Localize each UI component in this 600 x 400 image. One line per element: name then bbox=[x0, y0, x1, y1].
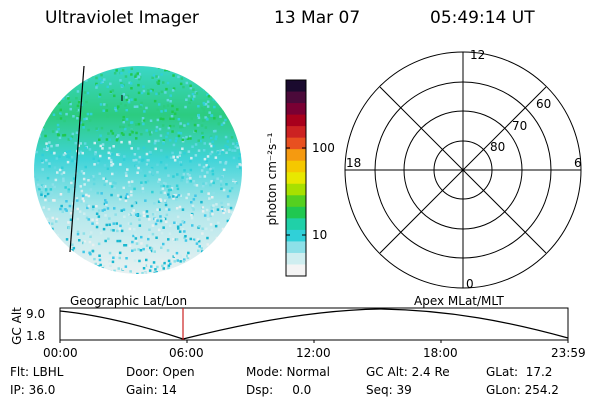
observation-date: 13 Mar 07 bbox=[274, 8, 361, 28]
colorbar-stripe bbox=[286, 241, 306, 254]
dsp-info: Dsp: 0.0 bbox=[246, 383, 312, 397]
colorbar-stripe bbox=[286, 264, 306, 277]
time-tick-2359: 23:59 bbox=[551, 346, 586, 360]
colorbar-stripe bbox=[286, 91, 306, 104]
colorbar-stripe bbox=[286, 103, 306, 116]
colorbar-tick-10: 10 bbox=[312, 228, 328, 242]
instrument-title: Ultraviolet Imager bbox=[45, 8, 199, 28]
mlat-label-60: 60 bbox=[536, 97, 552, 111]
mlat-label-80: 80 bbox=[490, 140, 506, 154]
time-tick-1800: 18:00 bbox=[423, 346, 458, 360]
colorbar-stripe bbox=[286, 114, 306, 127]
colorbar-stripe bbox=[286, 206, 306, 219]
colorbar-stripe bbox=[286, 195, 306, 208]
time-tick-1200: 12:00 bbox=[296, 346, 331, 360]
gc-alt-max-label: 9.0 bbox=[26, 307, 46, 321]
seq-info: Seq: 39 bbox=[366, 383, 412, 397]
geographic-caption: Geographic Lat/Lon bbox=[70, 294, 188, 308]
filter-info: Flt: LBHL bbox=[10, 365, 64, 379]
colorbar-stripe bbox=[286, 160, 306, 173]
mlt-label-12: 12 bbox=[470, 48, 486, 62]
glat-info: GLat: 17.2 bbox=[486, 365, 553, 379]
mlt-label-18: 18 bbox=[346, 156, 362, 170]
gc-alt-info: GC Alt: 2.4 Re bbox=[366, 365, 450, 379]
time-tick-0000: 00:00 bbox=[43, 346, 78, 360]
observation-time: 05:49:14 UT bbox=[430, 8, 535, 28]
colorbar-stripe bbox=[286, 183, 306, 196]
colorbar-stripe bbox=[286, 229, 306, 242]
mlt-label-0: 0 bbox=[466, 277, 474, 291]
altitude-curve bbox=[59, 308, 569, 340]
colorbar-stripe bbox=[286, 149, 306, 162]
glon-info: GLon: 254.2 bbox=[486, 383, 559, 397]
colorbar-stripe bbox=[286, 126, 306, 139]
colorbar-stripe bbox=[286, 80, 306, 93]
mlt-label-6: 6 bbox=[574, 156, 582, 170]
colorbar-stripe bbox=[286, 137, 306, 150]
door-info: Door: Open bbox=[126, 365, 195, 379]
time-tick-0600: 06:00 bbox=[169, 346, 204, 360]
gc-alt-min-label: 1.8 bbox=[26, 329, 46, 343]
colorbar-stripe bbox=[286, 252, 306, 265]
mode-info: Mode: Normal bbox=[246, 365, 330, 379]
colorbar-stripe bbox=[286, 218, 306, 231]
ip-info: IP: 36.0 bbox=[10, 383, 56, 397]
colorbar-stripe bbox=[286, 172, 306, 185]
apex-caption: Apex MLat/MLT bbox=[414, 294, 504, 308]
colorbar-tick-100: 100 bbox=[312, 141, 335, 155]
gain-info: Gain: 14 bbox=[126, 383, 177, 397]
terminator-line bbox=[69, 65, 85, 253]
mlat-label-70: 70 bbox=[512, 119, 528, 133]
